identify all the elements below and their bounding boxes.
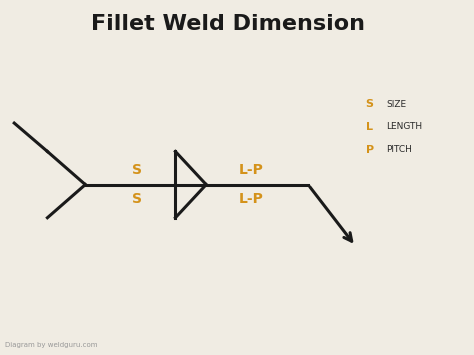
Text: PITCH: PITCH xyxy=(386,145,412,154)
Text: L-P: L-P xyxy=(239,192,264,206)
Text: S: S xyxy=(132,164,143,178)
Text: Fillet Weld Dimension: Fillet Weld Dimension xyxy=(91,14,365,34)
Text: S: S xyxy=(132,192,143,206)
Text: LENGTH: LENGTH xyxy=(386,122,422,131)
Text: Diagram by weldguru.com: Diagram by weldguru.com xyxy=(5,342,97,348)
Text: P: P xyxy=(365,144,374,154)
Text: L: L xyxy=(366,122,373,132)
Text: L-P: L-P xyxy=(239,164,264,178)
Text: S: S xyxy=(366,99,374,109)
Text: SIZE: SIZE xyxy=(386,100,406,109)
